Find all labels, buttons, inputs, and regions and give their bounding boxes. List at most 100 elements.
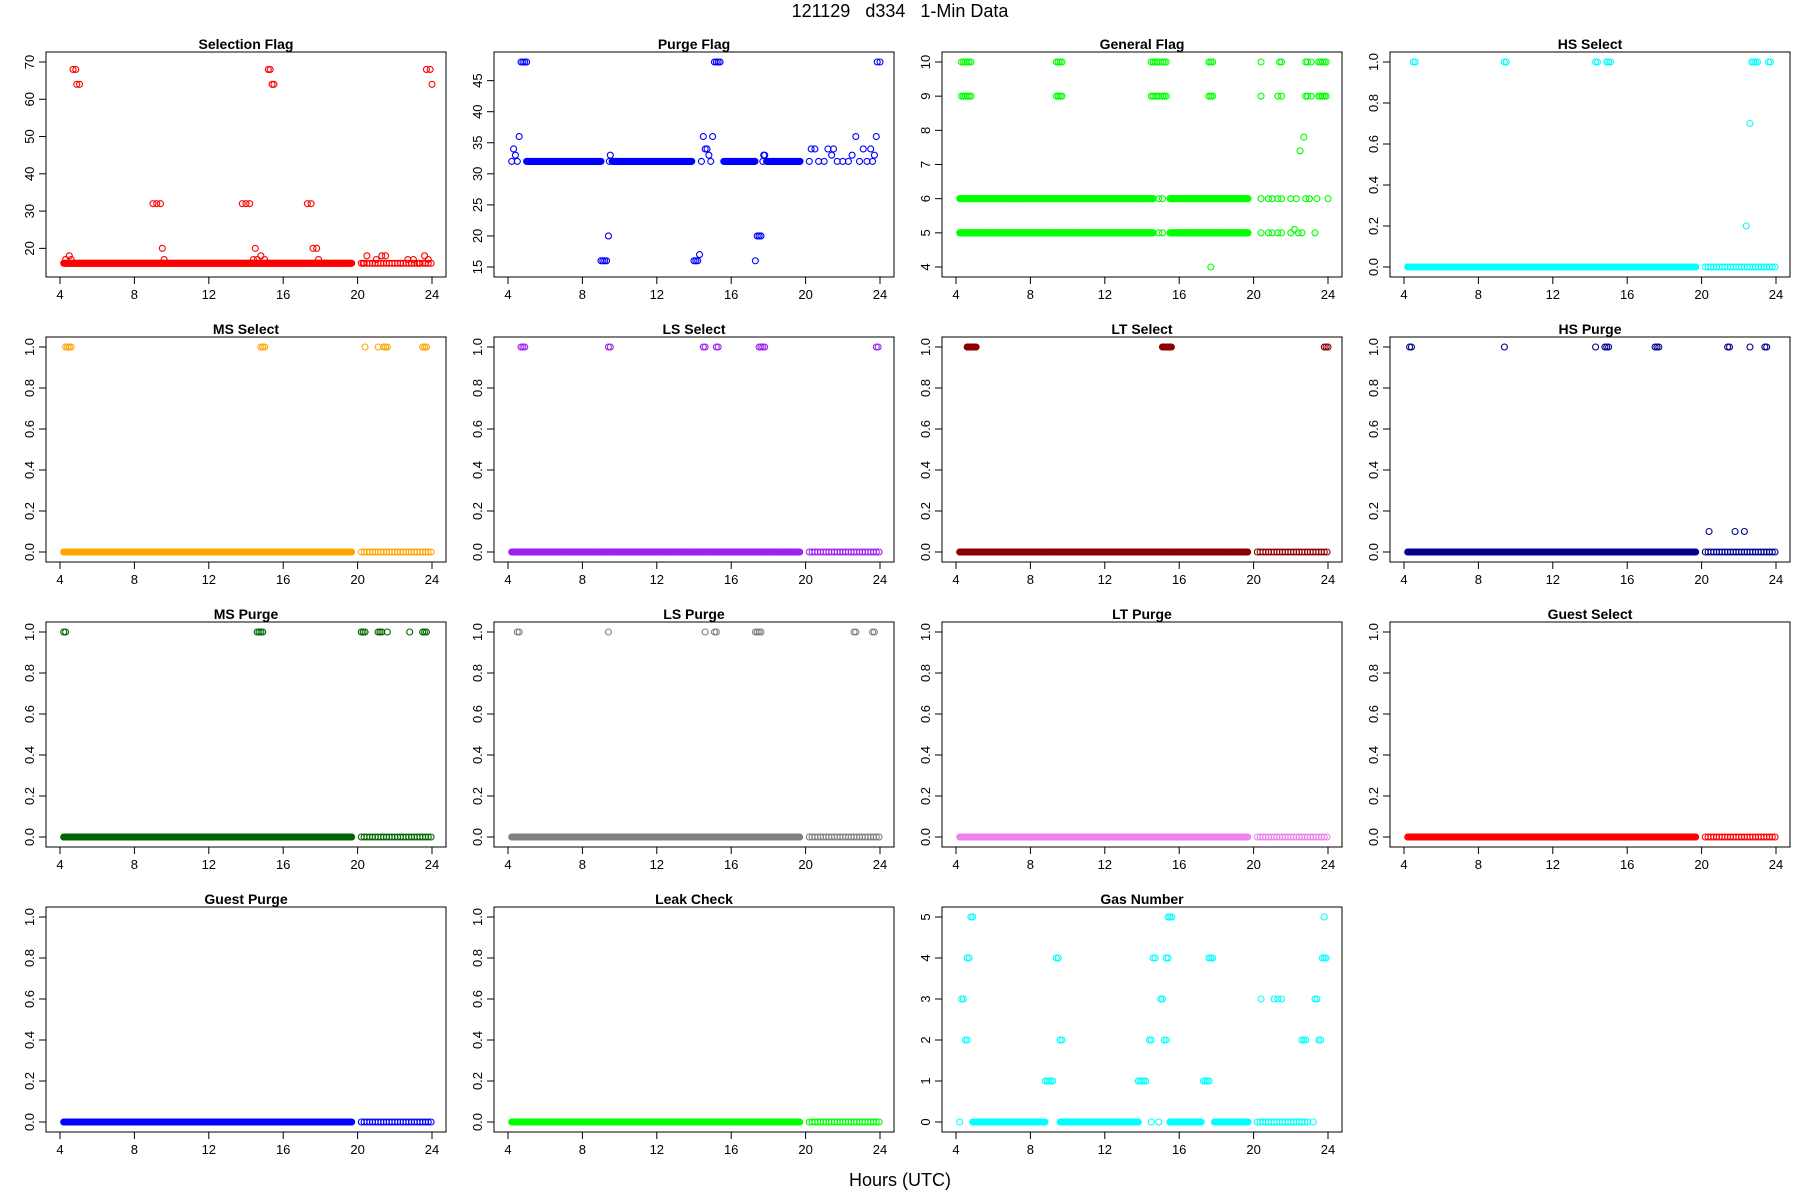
plot-frame (941, 336, 1343, 563)
data-point (820, 157, 828, 165)
data-point (705, 151, 713, 159)
data-point (303, 200, 311, 208)
x-tick-label: 20 (1246, 857, 1260, 872)
x-tick-label: 8 (1027, 572, 1034, 587)
y-tick-label: 0.8 (1366, 379, 1381, 397)
data-point (1500, 343, 1508, 351)
data-point (855, 157, 864, 165)
data-point (606, 151, 614, 159)
subplot-title: MS Purge (214, 606, 279, 622)
data-point (1771, 263, 1779, 271)
x-tick-label: 12 (202, 572, 216, 587)
data-point (1731, 527, 1739, 536)
x-tick-label: 4 (952, 287, 959, 302)
data-point (701, 628, 709, 636)
data-point (1162, 58, 1170, 66)
x-tick-label: 4 (504, 287, 511, 302)
data-point (1257, 92, 1265, 100)
data-point (603, 257, 611, 265)
x-tick-label: 16 (1172, 572, 1186, 587)
data-point (1162, 92, 1170, 100)
data-point (1322, 92, 1330, 100)
data-point (242, 200, 250, 208)
x-tick-label: 20 (1694, 572, 1708, 587)
data-point (1290, 225, 1299, 233)
x-tick-label: 16 (724, 572, 738, 587)
data-series (1404, 58, 1779, 271)
x-tick-label: 20 (1694, 287, 1708, 302)
data-point (848, 151, 856, 159)
data-point (876, 58, 884, 66)
data-point (158, 244, 166, 252)
y-tick-label: 1.0 (470, 623, 485, 641)
y-tick-label: 0.0 (22, 828, 37, 846)
y-tick-label: 0.4 (918, 461, 933, 479)
data-point (1264, 229, 1273, 237)
x-tick-label: 24 (873, 857, 887, 872)
figure-title: 121129 d334 1-Min Data (791, 1, 1009, 21)
x-tick-label: 12 (650, 857, 664, 872)
data-point (1274, 92, 1282, 100)
plot-frame (493, 336, 895, 563)
x-tick-label: 8 (131, 287, 138, 302)
data-point (160, 255, 168, 264)
subplot-title: Selection Flag (199, 36, 294, 52)
x-tick-label: 12 (1098, 857, 1112, 872)
y-tick-label: 0.0 (470, 828, 485, 846)
data-point (1257, 195, 1265, 203)
x-tick-label: 12 (1098, 287, 1112, 302)
data-series (60, 343, 435, 556)
y-tick-label: 0.4 (918, 746, 933, 764)
y-tick-label: 25 (470, 198, 485, 212)
y-tick-label: 0.8 (918, 379, 933, 397)
data-point (1058, 92, 1066, 100)
x-tick-label: 24 (425, 857, 439, 872)
data-point (1324, 195, 1332, 203)
data-point (1207, 263, 1215, 271)
x-tick-label: 24 (1769, 287, 1783, 302)
data-point (359, 259, 367, 267)
x-tick-label: 24 (1769, 572, 1783, 587)
x-tick-label: 24 (873, 572, 887, 587)
data-point (513, 157, 521, 165)
data-point (1746, 343, 1754, 351)
subplot-title: LT Select (1111, 321, 1173, 337)
data-series (956, 833, 1331, 841)
data-point (409, 255, 417, 264)
y-tick-label: 0.8 (470, 664, 485, 682)
data-point (709, 133, 717, 141)
x-tick-label: 12 (202, 857, 216, 872)
data-point (867, 145, 875, 153)
x-tick-label: 16 (276, 287, 290, 302)
y-tick-label: 1.0 (22, 623, 37, 641)
y-tick-label: 0.4 (22, 746, 37, 764)
data-point (428, 80, 436, 88)
data-point (1313, 195, 1321, 203)
x-tick-label: 8 (131, 857, 138, 872)
x-tick-label: 8 (579, 857, 586, 872)
x-tick-label: 20 (798, 857, 812, 872)
plot-frame (493, 621, 895, 848)
data-point (1305, 195, 1313, 203)
y-tick-label: 0.2 (918, 502, 933, 520)
x-tick-label: 16 (724, 287, 738, 302)
data-point (1592, 343, 1600, 351)
y-tick-label: 0.2 (470, 787, 485, 805)
x-tick-label: 12 (202, 287, 216, 302)
data-point (372, 255, 380, 264)
x-tick-label: 12 (650, 287, 664, 302)
x-tick-label: 8 (579, 572, 586, 587)
data-point (859, 145, 867, 153)
data-point (73, 80, 81, 88)
x-tick-label: 16 (1620, 287, 1634, 302)
data-point (67, 255, 75, 264)
y-tick-label: 0.8 (22, 379, 37, 397)
data-point (270, 80, 278, 88)
data-point (869, 157, 877, 165)
x-tick-label: 8 (1027, 857, 1034, 872)
subplot-title: General Flag (1100, 36, 1185, 52)
